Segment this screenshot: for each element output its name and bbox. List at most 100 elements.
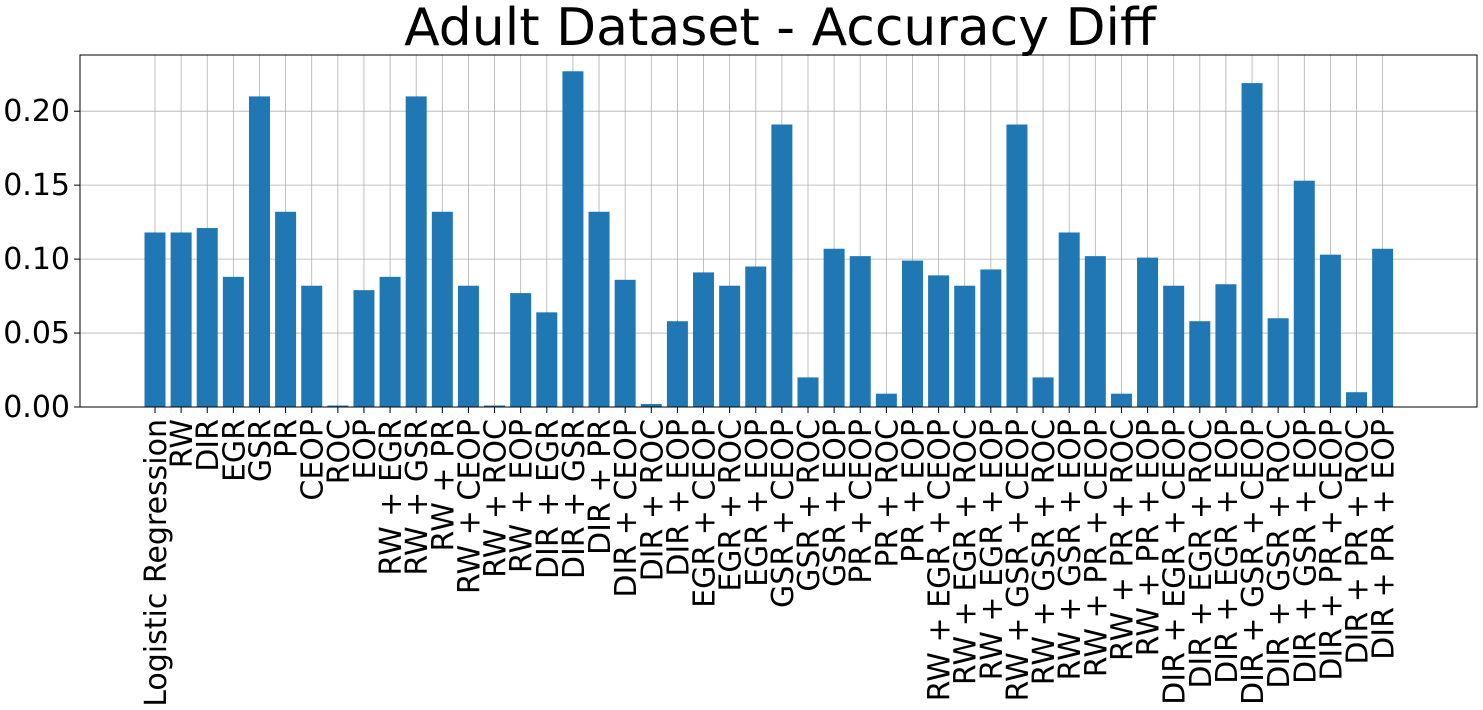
x-tick-label: DIR + GSR + CEOP xyxy=(1236,419,1271,705)
x-tick-label: ROC xyxy=(322,419,357,484)
x-tick-label: EGR xyxy=(217,419,252,482)
x-tick-label: GSR + ROC xyxy=(792,419,827,592)
x-tick-label: DIR + PR xyxy=(583,419,618,555)
x-tick-label: EGR + ROC xyxy=(714,419,749,592)
bar xyxy=(875,393,897,407)
bar xyxy=(405,96,427,407)
bar xyxy=(588,211,610,407)
y-tick-label: 0.10 xyxy=(3,242,70,277)
x-tick-label: RW + EGR + EOP xyxy=(975,419,1010,680)
bar xyxy=(484,405,506,407)
x-tick-label: Logistic Regression xyxy=(139,419,174,707)
x-tick-label: RW + GSR + ROC xyxy=(1027,419,1062,685)
x-tick-label: DIR + EGR + EOP xyxy=(1210,419,1245,684)
bar xyxy=(1110,393,1132,407)
bar xyxy=(1163,285,1185,407)
bar xyxy=(901,260,923,407)
bar xyxy=(980,269,1002,407)
bar xyxy=(693,272,715,407)
bar xyxy=(614,279,636,407)
x-tick-label: RW + GSR + EOP xyxy=(1053,419,1088,681)
x-tick-label: EOP xyxy=(348,419,383,480)
x-tick-label: DIR + GSR + ROC xyxy=(1262,419,1297,689)
x-tick-label: DIR + EGR xyxy=(531,419,566,579)
bar xyxy=(327,405,349,407)
y-axis-ticks: 0.00 0.05 0.10 0.15 0.20 xyxy=(3,94,80,425)
bar xyxy=(170,232,192,407)
x-tick-label: RW + EGR + CEOP xyxy=(923,419,958,701)
bar xyxy=(797,377,819,407)
x-tick-label: DIR + EGR + ROC xyxy=(1184,419,1219,689)
x-tick-label: RW + EOP xyxy=(505,419,540,573)
y-tick-label: 0.05 xyxy=(3,316,70,351)
bar xyxy=(1032,377,1054,407)
bar xyxy=(301,285,323,407)
x-tick-label: DIR xyxy=(191,419,226,472)
x-tick-label: GSR xyxy=(243,419,278,482)
bar xyxy=(144,232,166,407)
y-tick-label: 0.00 xyxy=(3,390,70,425)
bar xyxy=(954,285,976,407)
bar xyxy=(353,290,375,407)
bar xyxy=(431,211,453,407)
x-tick-label: RW + PR + CEOP xyxy=(1079,419,1114,677)
bar xyxy=(745,266,767,407)
bar xyxy=(457,285,479,407)
bar xyxy=(719,285,741,407)
plot-frame xyxy=(79,54,1478,408)
y-tick-label: 0.20 xyxy=(3,94,70,129)
x-tick-label: RW + EGR + ROC xyxy=(949,419,984,685)
x-tick-label: GSR + CEOP xyxy=(766,419,801,608)
x-tick-label: DIR + GSR xyxy=(557,419,592,579)
bar xyxy=(849,256,871,407)
x-axis-ticks: Logistic RegressionRWDIREGRGSRPRCEOPROCE… xyxy=(139,407,1402,707)
x-tick-label: RW + CEOP xyxy=(452,419,487,594)
x-tick-label: PR + EOP xyxy=(896,419,931,563)
bar xyxy=(536,312,558,407)
bar xyxy=(1267,318,1289,407)
x-tick-label: RW + EGR xyxy=(374,419,409,576)
bar xyxy=(1084,256,1106,407)
x-tick-label: RW + PR + EOP xyxy=(1132,419,1167,656)
x-tick-label: DIR + CEOP xyxy=(609,419,644,598)
bar xyxy=(1372,248,1394,407)
bar xyxy=(379,276,401,407)
bar xyxy=(928,275,950,407)
bar xyxy=(1006,124,1028,407)
bar xyxy=(196,228,218,407)
x-tick-label: EGR + EOP xyxy=(740,419,775,587)
x-tick-label: DIR + EGR + CEOP xyxy=(1158,419,1193,705)
x-tick-label: EGR + CEOP xyxy=(688,419,723,608)
bar xyxy=(823,248,845,407)
bar xyxy=(222,276,244,407)
bar xyxy=(1058,232,1080,407)
bar xyxy=(640,404,662,407)
x-tick-label: GSR + EOP xyxy=(818,419,853,587)
bar xyxy=(1293,180,1315,407)
x-tick-label: DIR + PR + CEOP xyxy=(1314,419,1349,681)
bar xyxy=(1189,321,1211,407)
x-tick-label: CEOP xyxy=(296,419,331,501)
bar xyxy=(1319,254,1341,407)
bar xyxy=(1241,83,1263,408)
x-tick-label: RW + GSR xyxy=(400,419,435,576)
bar xyxy=(562,71,584,407)
x-tick-label: DIR + EOP xyxy=(661,419,696,577)
x-tick-label: DIR + PR + ROC xyxy=(1341,419,1376,665)
bar xyxy=(510,293,532,407)
x-tick-label: RW + PR + ROC xyxy=(1105,419,1140,661)
x-tick-label: PR + ROC xyxy=(870,419,905,568)
bar xyxy=(1137,257,1159,407)
x-tick-label: PR + CEOP xyxy=(844,419,879,584)
bar xyxy=(1346,392,1368,407)
bar xyxy=(1215,284,1237,407)
x-tick-label: PR xyxy=(270,419,305,458)
x-tick-label: DIR + PR + EOP xyxy=(1367,419,1402,660)
bar-layer xyxy=(144,71,1394,408)
chart-title: Adult Dataset - Accuracy Diff xyxy=(404,0,1157,58)
x-tick-label: DIR + GSR + EOP xyxy=(1288,419,1323,684)
x-tick-label: RW + GSR + CEOP xyxy=(1001,419,1036,701)
bar xyxy=(771,124,793,407)
